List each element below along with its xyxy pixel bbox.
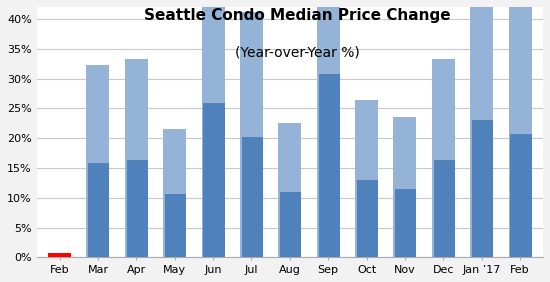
- Bar: [470, 114, 493, 257]
- Bar: [86, 159, 109, 257]
- Bar: [470, 0, 493, 120]
- Bar: [393, 186, 416, 257]
- Bar: [48, 253, 71, 257]
- Bar: [432, 156, 455, 257]
- Bar: [125, 156, 127, 257]
- Bar: [355, 100, 378, 180]
- Bar: [240, 132, 242, 257]
- Bar: [278, 189, 280, 257]
- Bar: [393, 117, 416, 189]
- Bar: [432, 59, 455, 160]
- Text: (Year-over-Year %): (Year-over-Year %): [235, 45, 359, 59]
- Bar: [278, 123, 301, 191]
- Bar: [317, 0, 340, 74]
- Bar: [432, 156, 433, 257]
- Bar: [240, 12, 263, 137]
- Bar: [355, 177, 378, 257]
- Bar: [201, 96, 224, 257]
- Bar: [201, 96, 203, 257]
- Bar: [163, 192, 186, 257]
- Text: Seattle Condo Median Price Change: Seattle Condo Median Price Change: [144, 8, 450, 23]
- Bar: [355, 177, 357, 257]
- Bar: [278, 189, 301, 257]
- Bar: [125, 156, 148, 257]
- Bar: [317, 67, 340, 257]
- Bar: [470, 114, 472, 257]
- Bar: [201, 0, 224, 103]
- Bar: [240, 132, 263, 257]
- Bar: [509, 6, 531, 134]
- Bar: [163, 129, 186, 195]
- Bar: [509, 129, 510, 257]
- Bar: [163, 192, 165, 257]
- Bar: [509, 129, 531, 257]
- Bar: [86, 65, 109, 163]
- Bar: [86, 159, 89, 257]
- Bar: [317, 67, 318, 257]
- Bar: [125, 59, 148, 160]
- Bar: [393, 186, 395, 257]
